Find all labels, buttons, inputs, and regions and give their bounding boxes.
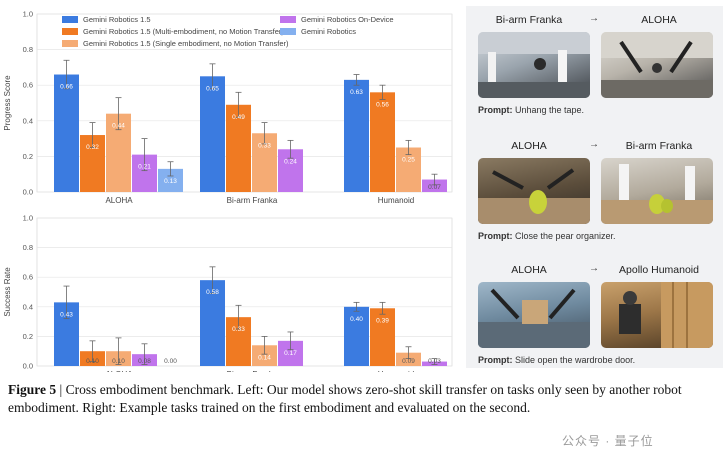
arrow-icon: →: [589, 263, 599, 274]
legend-label: Gemini Robotics 1.5: [83, 15, 151, 24]
aloha-wardrobe-photo: [478, 282, 590, 348]
data-label: 0.66: [60, 84, 73, 91]
data-label: 0.10: [86, 358, 99, 365]
bar: [200, 280, 225, 366]
y-tick-label: 0.0: [23, 362, 33, 371]
data-label: 0.44: [112, 123, 125, 130]
data-label: 0.07: [428, 184, 441, 191]
legend-swatch: [280, 16, 296, 23]
y-axis-label: Success Rate: [3, 267, 12, 317]
data-label: 0.43: [60, 311, 73, 318]
data-label: 0.56: [376, 101, 389, 108]
x-category-label: Humanoid: [378, 196, 414, 205]
legend-swatch: [280, 28, 296, 35]
bar: [54, 74, 79, 192]
arrow-icon: →: [589, 139, 599, 150]
data-label: 0.17: [284, 350, 297, 357]
data-label: 0.32: [86, 144, 99, 151]
franka-photo: [478, 32, 590, 98]
data-label: 0.00: [164, 358, 177, 365]
data-label: 0.21: [138, 164, 151, 171]
bar: [344, 306, 369, 366]
data-label: 0.14: [258, 354, 271, 361]
data-label: 0.33: [258, 142, 271, 149]
y-tick-label: 0.6: [23, 81, 33, 90]
x-category-label: ALOHA: [105, 370, 133, 372]
y-tick-label: 0.8: [23, 45, 33, 54]
source-robot-label: Bi-arm Franka: [495, 14, 563, 26]
prompt-text: Prompt: Unhang the tape.: [478, 105, 585, 115]
y-tick-label: 0.0: [23, 188, 33, 197]
y-tick-label: 0.4: [23, 116, 33, 125]
bar: [158, 168, 183, 192]
y-axis-label: Progress Score: [3, 75, 12, 131]
figure-caption: Figure 5 | Cross embodiment benchmark. L…: [8, 381, 724, 417]
data-label: 0.33: [232, 326, 245, 333]
bar: [252, 345, 277, 366]
y-tick-label: 0.8: [23, 243, 33, 252]
y-tick-label: 0.2: [23, 332, 33, 341]
data-label: 0.08: [138, 358, 151, 365]
data-label: 0.58: [206, 289, 219, 296]
bar: [370, 92, 395, 192]
y-tick-label: 1.0: [23, 214, 33, 223]
data-label: 0.25: [402, 157, 415, 164]
y-tick-label: 0.4: [23, 302, 33, 311]
data-label: 0.13: [164, 178, 177, 185]
y-tick-label: 0.2: [23, 152, 33, 161]
data-label: 0.63: [350, 89, 363, 96]
data-label: 0.24: [284, 158, 297, 165]
data-label: 0.09: [402, 358, 415, 365]
franka-pear-photo: [601, 158, 713, 224]
data-label: 0.39: [376, 317, 389, 324]
example-tasks-panel: Bi-arm Franka → ALOHA Prompt: Unhang the…: [466, 6, 723, 368]
bar: [226, 104, 251, 192]
legend-swatch: [62, 16, 78, 23]
legend-label: Gemini Robotics On-Device: [301, 15, 394, 24]
y-tick-label: 0.6: [23, 273, 33, 282]
data-label: 0.10: [112, 358, 125, 365]
data-label: 0.40: [350, 316, 363, 323]
x-category-label: Humanoid: [378, 370, 414, 372]
x-category-label: Bi-arm Franka: [227, 196, 278, 205]
y-tick-label: 1.0: [23, 10, 33, 19]
source-robot-label: ALOHA: [511, 140, 547, 152]
legend-label: Gemini Robotics: [301, 27, 356, 36]
legend-swatch: [62, 40, 78, 47]
x-category-label: Bi-arm Franka: [227, 370, 278, 372]
aloha-photo: [601, 32, 713, 98]
prompt-text: Prompt: Slide open the wardrobe door.: [478, 355, 636, 365]
humanoid-wardrobe-photo: [601, 282, 713, 348]
legend-label: Gemini Robotics 1.5 (Single embodiment, …: [83, 39, 289, 48]
target-robot-label: Apollo Humanoid: [619, 264, 699, 276]
target-robot-label: ALOHA: [641, 14, 677, 26]
source-robot-label: ALOHA: [511, 264, 547, 276]
prompt-text: Prompt: Close the pear organizer.: [478, 231, 616, 241]
figure-label: Figure 5: [8, 382, 57, 397]
bar: [422, 179, 447, 192]
caption-text: | Cross embodiment benchmark. Left: Our …: [8, 382, 682, 415]
aloha-pear-photo: [478, 158, 590, 224]
bar: [396, 352, 421, 366]
arrow-icon: →: [589, 13, 599, 24]
x-category-label: ALOHA: [105, 196, 133, 205]
bar: [200, 76, 225, 192]
bar: [344, 79, 369, 192]
bar: [370, 308, 395, 366]
data-label: 0.03: [428, 358, 441, 365]
legend-swatch: [62, 28, 78, 35]
target-robot-label: Bi-arm Franka: [625, 140, 693, 152]
bar-charts: 0.0 0.2 0.4 0.6 0.8 1.0 Progress Score ALOHA Bi-…: [3, 10, 453, 372]
data-label: 0.65: [206, 85, 219, 92]
legend-label: Gemini Robotics 1.5 (Multi-embodiment, n…: [83, 27, 284, 36]
watermark: 公众号 · 量子位: [562, 434, 654, 448]
data-label: 0.49: [232, 114, 245, 121]
